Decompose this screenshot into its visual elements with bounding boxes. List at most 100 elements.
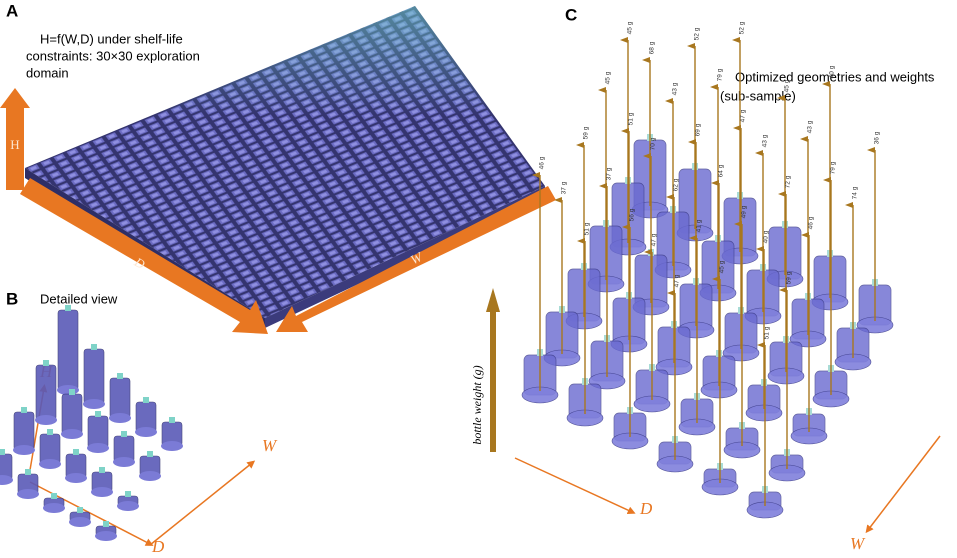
- weight-label: 79 g: [830, 161, 837, 174]
- bottle: [17, 469, 39, 499]
- bottle: 64 g: [700, 164, 738, 399]
- weight-label: 51 g: [584, 222, 591, 235]
- weight-label: 45 g: [784, 79, 791, 92]
- bottle-neck: [99, 467, 105, 473]
- weight-label: 37 g: [606, 167, 613, 180]
- bottle: 40 g: [811, 65, 849, 311]
- bottle: 45 g: [701, 260, 739, 496]
- panel-a: H D W A H=f(W,D) under shelf-life constr…: [0, 1, 556, 334]
- bottle: 36 g: [856, 131, 894, 334]
- bottle: 51 g: [746, 326, 784, 519]
- panel-b: B Detailed view H W D: [0, 289, 278, 556]
- d-axis: [29, 481, 154, 546]
- bottle: [135, 397, 157, 437]
- bottle-base: [13, 445, 35, 455]
- bottle-neck: [65, 305, 71, 311]
- bottle: 37 g: [588, 167, 626, 390]
- weight-label: 45 g: [719, 260, 726, 273]
- bottle-base: [135, 427, 157, 437]
- bottle: [69, 507, 91, 527]
- weight-label: 40 g: [829, 65, 836, 78]
- panel-c: C Optimized geometries and weights (sub-…: [470, 5, 941, 553]
- bottle: [95, 521, 117, 541]
- bottle-neck: [169, 417, 175, 423]
- bottle-neck: [77, 507, 83, 513]
- bottle: 47 g: [633, 233, 671, 413]
- weight-label: 47 g: [674, 274, 681, 287]
- bottle-body: [83, 348, 105, 405]
- bottle: [87, 411, 109, 453]
- bottle-base: [0, 475, 13, 485]
- bottle: 47 g: [656, 274, 694, 473]
- bottle: [139, 451, 161, 481]
- d-axis: [514, 457, 636, 514]
- weight-label: 37 g: [561, 181, 568, 194]
- grid-shading: [25, 6, 545, 318]
- bottle-neck: [73, 449, 79, 455]
- bottle-body: [35, 364, 57, 421]
- bottle-base: [43, 503, 65, 513]
- weight-label: 51 g: [764, 326, 771, 339]
- bottle-neck: [43, 360, 49, 366]
- bottle: 59 g: [768, 271, 806, 482]
- panel-label: A: [6, 1, 18, 20]
- bottle: [13, 407, 35, 455]
- weight-label: 47 g: [740, 109, 747, 122]
- bottle-neck: [147, 451, 153, 457]
- weight-label: 79 g: [717, 68, 724, 81]
- bottle: 49 g: [723, 205, 761, 459]
- bottle: 69 g: [677, 123, 715, 339]
- weight-label: 70 g: [650, 137, 657, 150]
- title-line: (sub-sample): [720, 88, 796, 103]
- y-axis-label: bottle weight (g): [470, 365, 484, 444]
- w-arrow: [276, 186, 556, 332]
- title-line: constraints: 30×30 exploration: [26, 48, 200, 63]
- weight-label: 56 g: [629, 208, 636, 221]
- title-line: H=f(W,D) under shelf-life: [40, 31, 183, 46]
- weight-label: 68 g: [649, 41, 656, 54]
- bottle-neck: [117, 373, 123, 379]
- bottle-base: [91, 487, 113, 497]
- weight-arrow: [486, 288, 500, 452]
- w-axis: [149, 460, 256, 546]
- weight-label: 52 g: [739, 21, 746, 34]
- w-axis: [865, 435, 941, 534]
- bottle-base: [57, 385, 79, 395]
- bottle-base: [87, 443, 109, 453]
- bottle-base: [109, 413, 131, 423]
- panel-label: B: [6, 289, 18, 308]
- weight-label: 74 g: [852, 186, 859, 199]
- bottle: [65, 449, 87, 483]
- bottle-neck: [21, 407, 27, 413]
- bottle-base: [139, 471, 161, 481]
- d-label: D: [151, 537, 165, 556]
- bottle-body: [61, 393, 83, 435]
- bottle: [35, 360, 57, 425]
- bottle: [117, 491, 139, 511]
- bottle: 45 g: [587, 71, 625, 293]
- weight-label: 51 g: [628, 112, 635, 125]
- bottle: 72 g: [767, 175, 805, 385]
- weight-label: 47 g: [651, 233, 658, 246]
- weight-label: 43 g: [762, 134, 769, 147]
- bottle: 46 g: [521, 156, 559, 404]
- title-line: Optimized geometries and weights: [735, 69, 935, 84]
- bottle-neck: [95, 411, 101, 417]
- bottle: 47 g: [722, 109, 760, 362]
- bottle: [39, 429, 61, 469]
- bottle-base: [39, 459, 61, 469]
- bottle: 46 g: [790, 216, 828, 445]
- bottle: 52 g: [721, 21, 759, 265]
- w-label: W: [850, 534, 866, 553]
- bottle: [109, 373, 131, 423]
- d-arrow: [20, 178, 268, 334]
- bottle-neck: [143, 397, 149, 403]
- bottle-neck: [125, 491, 131, 497]
- bottle: 79 g: [812, 161, 850, 408]
- bottle-base: [113, 457, 135, 467]
- title-line: domain: [26, 65, 69, 80]
- bottle-neck: [47, 429, 53, 435]
- bottle-neck: [91, 344, 97, 350]
- bottle-base: [17, 489, 39, 499]
